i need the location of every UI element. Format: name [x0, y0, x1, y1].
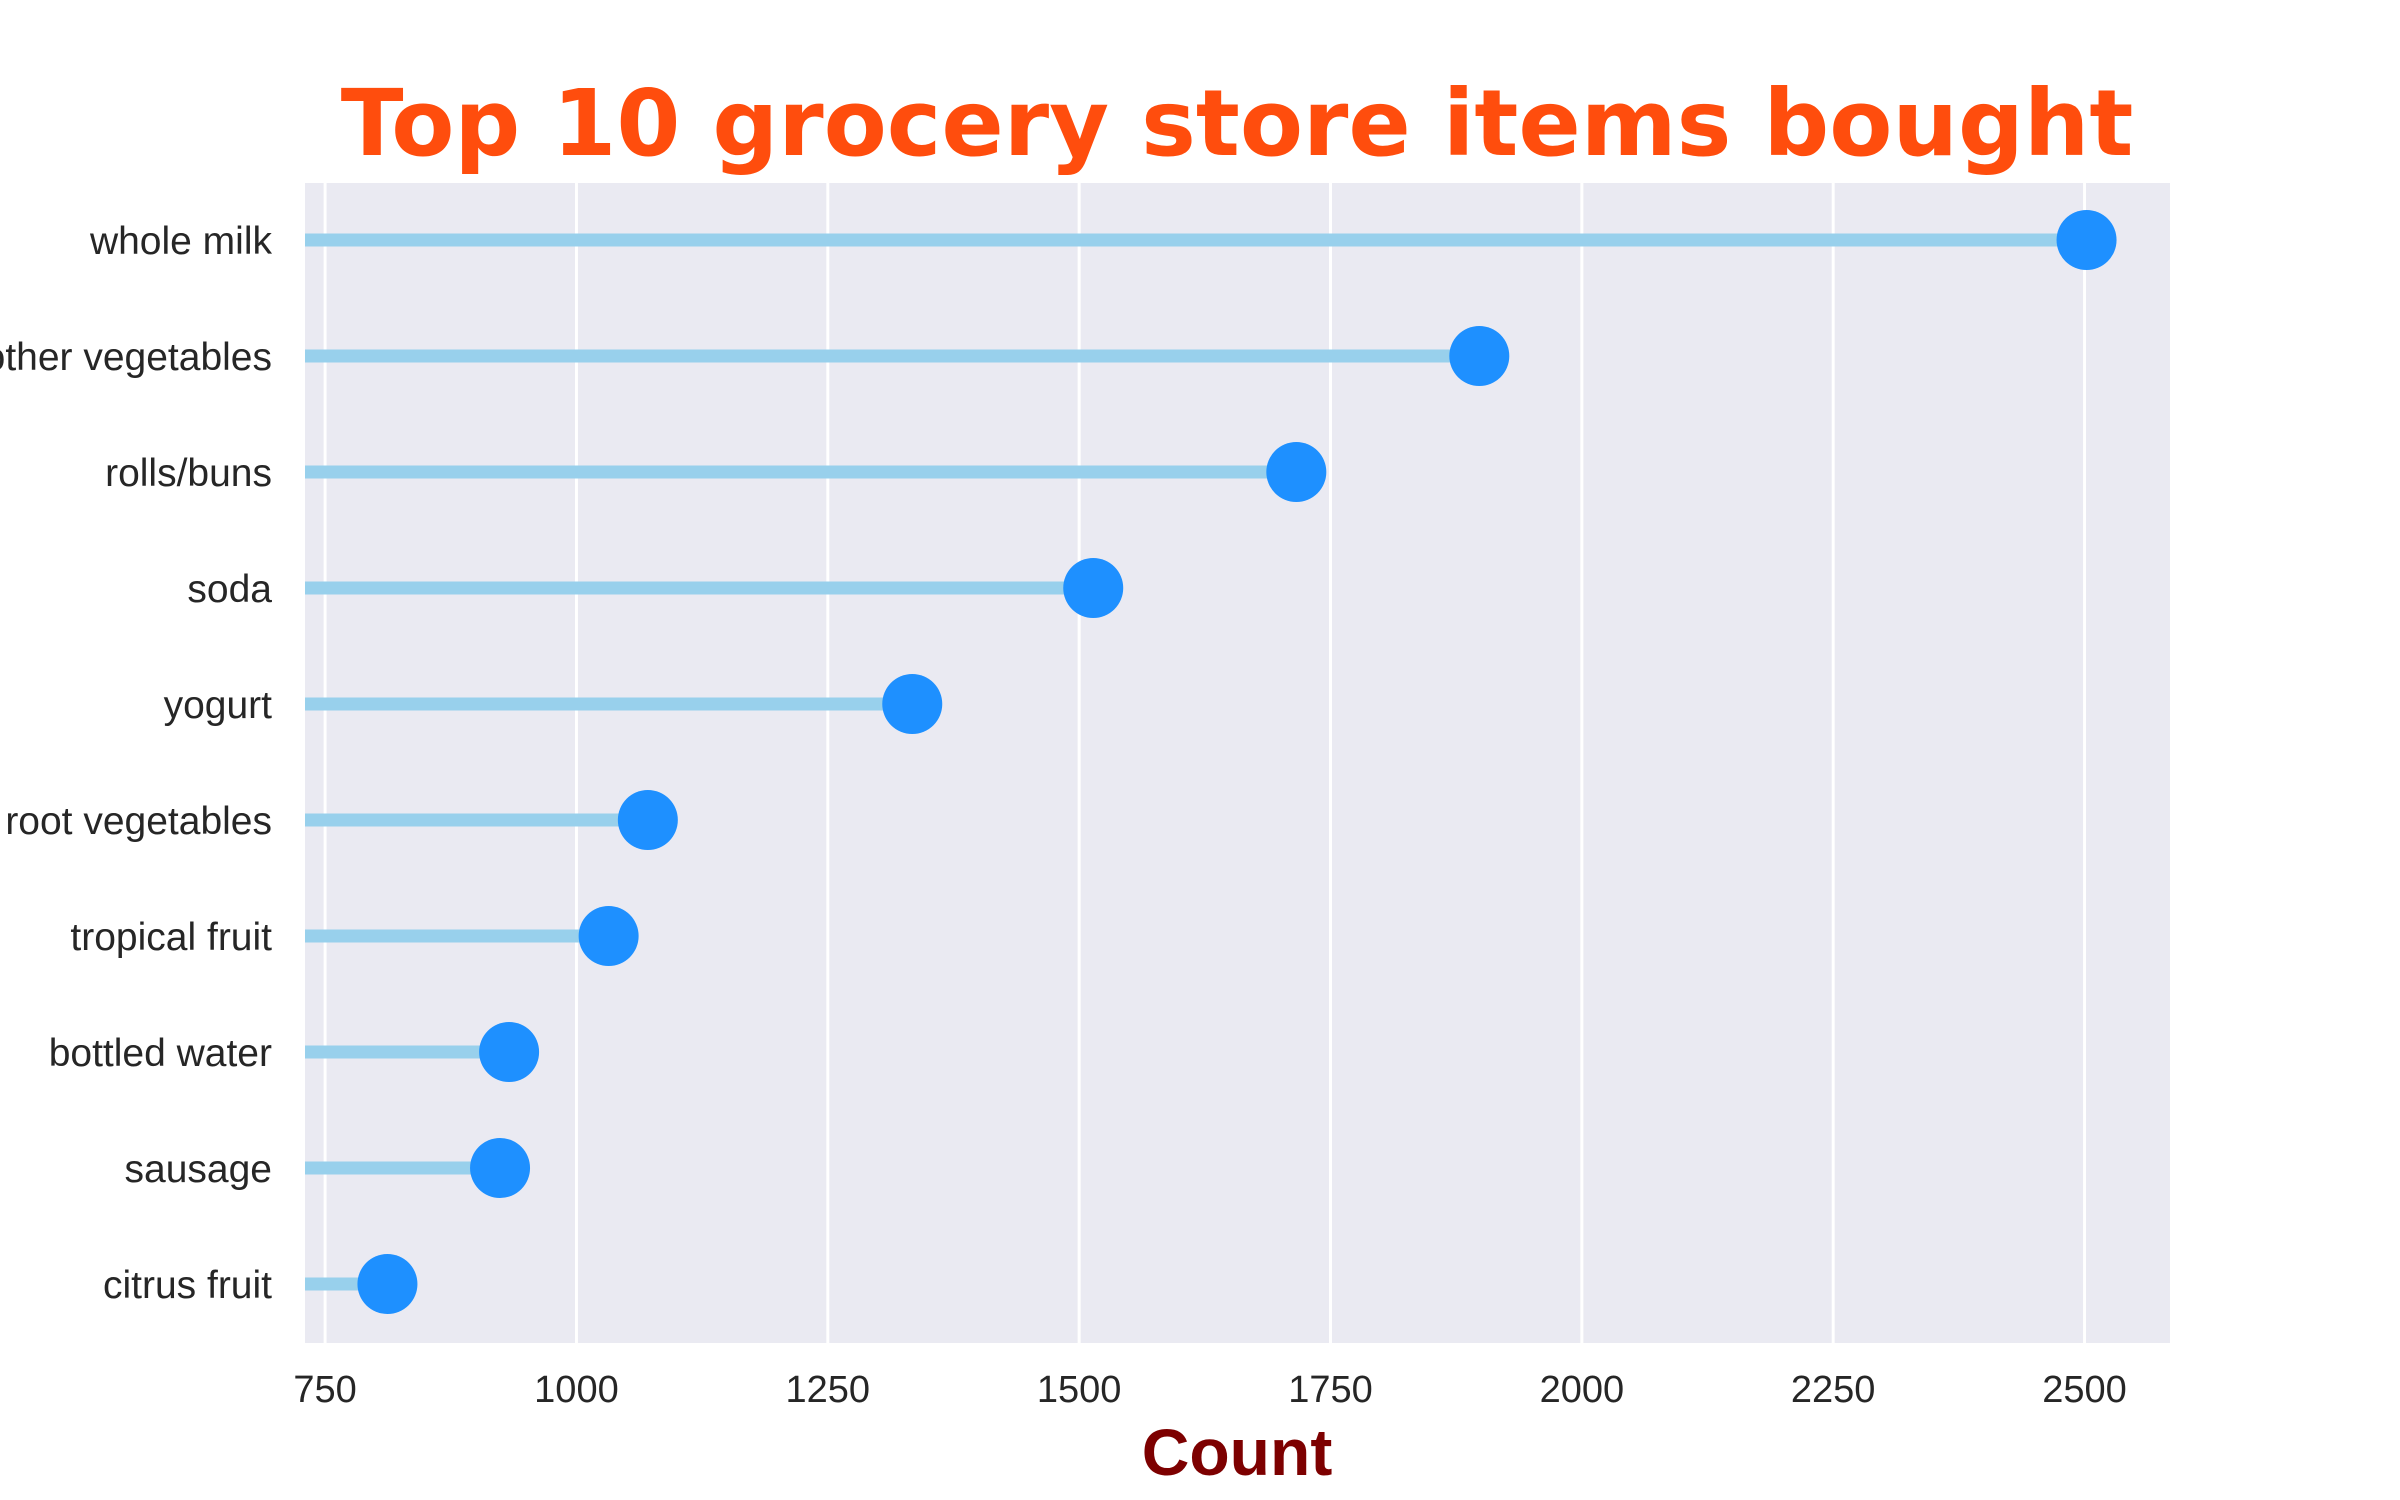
category-label: other vegetables [0, 336, 272, 379]
category-label: soda [187, 568, 272, 611]
plot-area [305, 183, 2170, 1343]
category-label: citrus fruit [103, 1264, 272, 1307]
x-tick-label: 2500 [2042, 1369, 2127, 1411]
x-tick-label: 1250 [786, 1369, 871, 1411]
x-tick-label: 1750 [1288, 1369, 1373, 1411]
x-tick-label: 1500 [1037, 1369, 1122, 1411]
lollipop-marker [578, 906, 639, 966]
category-label: tropical fruit [70, 916, 272, 959]
category-label: rolls/buns [105, 452, 272, 495]
x-axis-label: Count [1142, 1415, 1333, 1489]
category-label: bottled water [49, 1032, 272, 1075]
category-label: whole milk [89, 220, 273, 263]
lollipop-marker [357, 1254, 418, 1314]
category-label: sausage [125, 1148, 272, 1191]
x-tick-label: 2250 [1791, 1369, 1876, 1411]
x-tick-label: 1000 [534, 1369, 619, 1411]
x-tick-label: 750 [293, 1369, 356, 1411]
category-labels: whole milk other vegetables rolls/buns soda… [0, 220, 272, 1307]
x-tick-labels: 750 1000 1250 1500 1750 2000 2250 2500 [293, 1369, 2126, 1411]
lollipop-marker [479, 1022, 540, 1082]
lollipop-marker [2056, 210, 2117, 270]
lollipop-marker [470, 1138, 531, 1198]
grid-lines [323, 183, 2087, 1343]
lollipop-marker [617, 790, 678, 850]
lollipop-marker [1449, 326, 1510, 386]
category-label: yogurt [164, 684, 273, 727]
category-label: root vegetables [5, 800, 272, 843]
lollipop-marker [1266, 442, 1327, 502]
chart-title: Top 10 grocery store items bought [341, 70, 2134, 177]
lollipop-marks [305, 210, 2117, 1314]
x-tick-label: 2000 [1540, 1369, 1625, 1411]
lollipop-marker [1063, 558, 1124, 618]
lollipop-marker [882, 674, 943, 734]
